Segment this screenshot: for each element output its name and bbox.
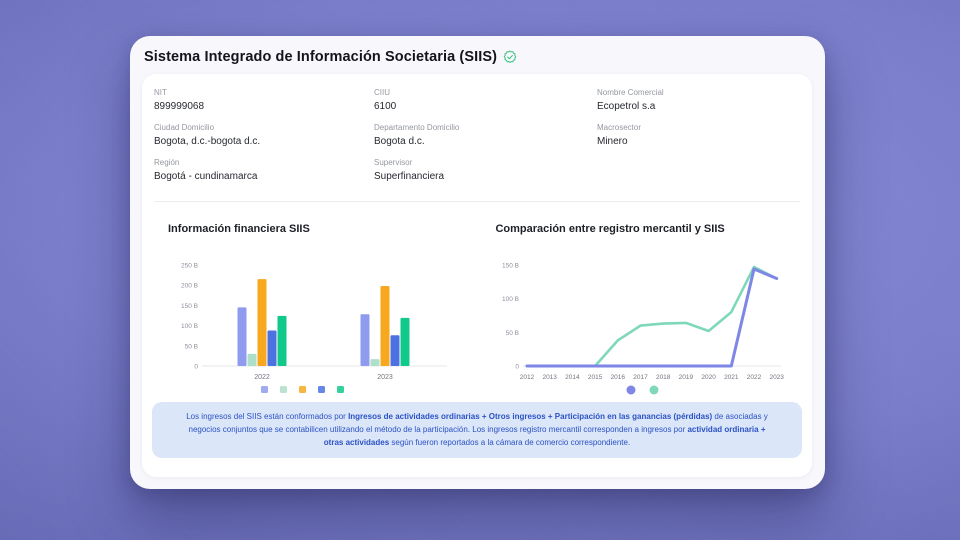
field-label: Ciudad Domicilio bbox=[154, 123, 215, 132]
field-regi-n: Región Bogotá - cundinamarca bbox=[154, 158, 374, 183]
field-ciiu: CIIU 6100 bbox=[374, 88, 597, 113]
x-axis-label: 2012 bbox=[520, 374, 535, 381]
info-note-segment: actividad ordinaria + otras actividades bbox=[323, 425, 766, 447]
y-axis-tick: 100 B bbox=[502, 296, 519, 303]
info-note-segment: Los ingresos del SIIS están conformados … bbox=[186, 412, 349, 421]
legend-marker-1[interactable] bbox=[261, 386, 268, 393]
info-note-segment: de asociadas y negocios conjuntos que se… bbox=[188, 412, 768, 434]
info-note-segment: Ingresos de actividades ordinarias + Otr… bbox=[348, 412, 713, 421]
bar-chart-svg[interactable]: 0 50 B 100 B 150 B 200 B 250 B 2022 2023 bbox=[152, 240, 472, 398]
y-axis-tick: 50 B bbox=[185, 343, 198, 350]
legend-marker-1[interactable] bbox=[626, 385, 636, 395]
y-axis-tick: 100 B bbox=[181, 323, 198, 330]
siis-card: Sistema Integrado de Información Societa… bbox=[130, 36, 825, 489]
field-value: Minero bbox=[597, 136, 628, 147]
bar-2023-s3[interactable] bbox=[380, 286, 390, 366]
page-title: Sistema Integrado de Información Societa… bbox=[144, 49, 498, 65]
field-departamento-domicilio: Departamento Domicilio Bogota d.c. bbox=[374, 123, 597, 148]
y-axis-tick: 50 B bbox=[506, 330, 519, 337]
y-axis-tick: 150 B bbox=[181, 303, 198, 310]
field-label: Nombre Comercial bbox=[597, 88, 664, 97]
info-note: Los ingresos del SIIS están conformados … bbox=[152, 402, 802, 458]
bar-2023-s2[interactable] bbox=[370, 359, 380, 366]
bar-2022-s2[interactable] bbox=[247, 353, 257, 366]
line-series-1[interactable] bbox=[526, 265, 779, 368]
field-value: Bogota d.c. bbox=[374, 136, 425, 147]
y-axis-tick: 150 B bbox=[502, 263, 519, 270]
field-label: CIIU bbox=[374, 88, 390, 97]
y-axis-tick: 200 B bbox=[181, 283, 198, 290]
legend-marker-2[interactable] bbox=[280, 386, 287, 393]
card-header: Sistema Integrado de Información Societa… bbox=[130, 36, 825, 73]
field-label: Región bbox=[154, 158, 180, 167]
field-macrosector: Macrosector Minero bbox=[597, 123, 800, 148]
x-axis-label: 2023 bbox=[377, 374, 393, 381]
field-value: Bogotá - cundinamarca bbox=[154, 171, 258, 182]
field-label: NIT bbox=[154, 88, 167, 97]
field-ciudad-domicilio: Ciudad Domicilio Bogota, d.c.-bogota d.c. bbox=[154, 123, 374, 148]
y-axis-tick: 0 bbox=[516, 364, 520, 371]
field-label: Supervisor bbox=[374, 158, 413, 167]
field-nombre-comercial: Nombre Comercial Ecopetrol s.a bbox=[597, 88, 800, 113]
legend-marker-2[interactable] bbox=[649, 385, 659, 395]
bar-2023-s1[interactable] bbox=[360, 314, 370, 366]
x-axis-label: 2016 bbox=[611, 374, 626, 381]
charts-row: Información financiera SIIS 0 50 B 100 B 15… bbox=[152, 202, 802, 398]
x-axis-label: 2018 bbox=[656, 374, 671, 381]
bar-2023-s5[interactable] bbox=[400, 317, 410, 366]
x-axis-label: 2014 bbox=[566, 374, 581, 381]
info-note-segment: según fueron reportados a la cámara de c… bbox=[389, 438, 631, 447]
field-value: 6100 bbox=[374, 101, 397, 112]
x-axis-label: 2019 bbox=[679, 374, 694, 381]
x-axis-label: 2020 bbox=[702, 374, 717, 381]
section-divider bbox=[154, 201, 800, 202]
bar-2022-s3[interactable] bbox=[257, 279, 267, 366]
field-value: 899999068 bbox=[154, 101, 205, 112]
verified-badge-icon bbox=[503, 50, 517, 64]
company-fields-grid: NIT 899999068 CIIU 6100 Nombre Comercial Ecop… bbox=[152, 88, 802, 193]
chart-title: Información financiera SIIS bbox=[168, 223, 310, 235]
chart-financial-info: Información financiera SIIS 0 50 B 100 B 15… bbox=[152, 202, 479, 398]
content-panel: NIT 899999068 CIIU 6100 Nombre Comercial Ecop… bbox=[142, 74, 812, 477]
line-series-2[interactable] bbox=[525, 267, 779, 368]
bar-2023-s4[interactable] bbox=[390, 335, 400, 366]
legend-marker-4[interactable] bbox=[318, 386, 325, 393]
field-label: Departamento Domicilio bbox=[374, 123, 460, 132]
chart-comparison: Comparación entre registro mercantil y S… bbox=[479, 202, 802, 398]
bar-2022-s4[interactable] bbox=[267, 330, 277, 366]
line-chart-svg[interactable]: 0 50 B 100 B 150 B 2012 2013 2014 2015 2016 2017 2… bbox=[479, 240, 801, 398]
x-axis-label: 2022 bbox=[747, 374, 762, 381]
x-axis-label: 2017 bbox=[634, 374, 649, 381]
field-nit: NIT 899999068 bbox=[154, 88, 374, 113]
legend-marker-5[interactable] bbox=[337, 386, 344, 393]
field-value: Superfinanciera bbox=[374, 171, 445, 182]
x-axis-label: 2015 bbox=[588, 374, 603, 381]
legend-marker-3[interactable] bbox=[299, 386, 306, 393]
field-value: Ecopetrol s.a bbox=[597, 101, 656, 112]
x-axis-label: 2021 bbox=[725, 374, 740, 381]
y-axis-tick: 250 B bbox=[181, 263, 198, 270]
x-axis-label: 2023 bbox=[770, 374, 785, 381]
bar-2022-s5[interactable] bbox=[277, 315, 287, 366]
x-axis-label: 2013 bbox=[543, 374, 558, 381]
field-supervisor: Supervisor Superfinanciera bbox=[374, 158, 597, 183]
bar-2022-s1[interactable] bbox=[237, 307, 247, 366]
y-axis-tick: 0 bbox=[194, 364, 198, 371]
field-value: Bogota, d.c.-bogota d.c. bbox=[154, 136, 261, 147]
field-label: Macrosector bbox=[597, 123, 642, 132]
x-axis-label: 2022 bbox=[254, 374, 270, 381]
chart-title: Comparación entre registro mercantil y S… bbox=[495, 223, 725, 235]
